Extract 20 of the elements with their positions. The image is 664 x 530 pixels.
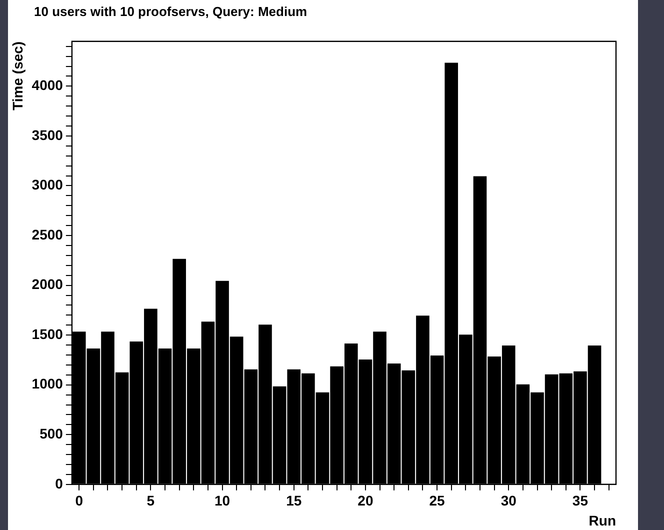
y-tick-label: 1500 bbox=[32, 326, 64, 342]
x-axis-title: Run bbox=[588, 512, 616, 528]
y-tick-label: 1000 bbox=[32, 376, 64, 392]
y-axis-title: Time (sec) bbox=[9, 41, 26, 110]
x-tick-label: 0 bbox=[75, 492, 84, 509]
x-tick-label: 10 bbox=[214, 492, 230, 509]
y-tick-label: 2000 bbox=[32, 276, 64, 292]
y-tick-label: 0 bbox=[55, 475, 64, 492]
y-tick-label: 3500 bbox=[32, 126, 64, 143]
y-tick-label: 500 bbox=[40, 425, 64, 442]
x-tick-label: 15 bbox=[286, 492, 302, 509]
x-tick-label: 20 bbox=[358, 492, 374, 509]
chart-title: 10 users with 10 proofservs, Query: Medium bbox=[34, 4, 308, 19]
y-tick-label: 3000 bbox=[32, 176, 64, 193]
x-tick-label: 35 bbox=[572, 492, 588, 509]
x-tick-label: 5 bbox=[146, 492, 155, 509]
x-tick-label: 30 bbox=[500, 492, 517, 509]
y-tick-label: 2500 bbox=[32, 226, 64, 242]
x-tick-label: 25 bbox=[429, 492, 446, 509]
y-tick-label: 4000 bbox=[32, 77, 64, 94]
